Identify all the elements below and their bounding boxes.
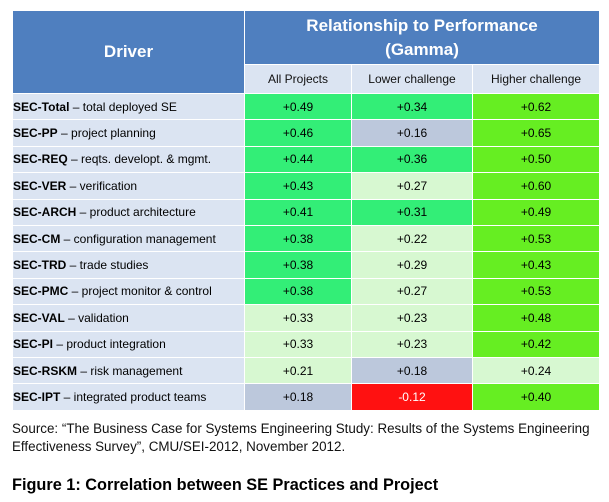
table-row: SEC-PI – product integration +0.33 +0.23 +0… [12, 330, 601, 358]
table-row: SEC-RSKM – risk management +0.21 +0.18 +0.2… [12, 356, 601, 385]
driver-code: SEC-RSKM [13, 363, 78, 378]
table-row: SEC-VAL – validation +0.33 +0.23 +0.48 [12, 304, 601, 332]
gamma-value-all-projects: +0.41 [244, 198, 352, 226]
table-row: SEC-REQ – reqts. developt. & mgmt. +0.44 +… [12, 145, 601, 174]
driver-code: SEC-VAL [13, 310, 65, 325]
table-row: SEC-PP – project planning +0.46 +0.16 +0.65 [12, 119, 601, 147]
gamma-value-all-projects: +0.46 [244, 119, 352, 147]
gamma-value-higher-challenge: +0.50 [471, 145, 601, 174]
gamma-value-higher-challenge: +0.53 [471, 277, 601, 306]
table-row: SEC-TRD – trade studies +0.38 +0.29 +0.43 [12, 251, 601, 279]
driver-cell: SEC-TRD – trade studies [12, 251, 245, 279]
driver-description: – risk management [77, 363, 183, 378]
driver-cell: SEC-REQ – reqts. developt. & mgmt. [12, 145, 245, 174]
gamma-value-higher-challenge: +0.24 [471, 356, 601, 385]
table-body: SEC-Total – total deployed SE +0.49 +0.34 +… [12, 92, 601, 411]
driver-description: – validation [64, 310, 129, 325]
column-header-higher-challenge: Higher challenge [471, 64, 601, 94]
driver-description: – total deployed SE [69, 99, 177, 114]
driver-code: SEC-CM [13, 231, 61, 246]
gamma-value-higher-challenge: +0.60 [471, 172, 601, 200]
table-row: SEC-VER – verification +0.43 +0.27 +0.60 [12, 172, 601, 200]
driver-description: – project planning [57, 126, 156, 141]
gamma-value-lower-challenge: +0.34 [351, 92, 473, 121]
driver-description: – project monitor & control [68, 284, 212, 299]
driver-cell: SEC-RSKM – risk management [12, 356, 245, 385]
gamma-value-all-projects: +0.33 [244, 304, 352, 332]
gamma-value-higher-challenge: +0.49 [471, 198, 601, 226]
gamma-value-all-projects: +0.21 [244, 356, 352, 385]
gamma-value-all-projects: +0.38 [244, 251, 352, 279]
driver-code: SEC-PMC [13, 284, 69, 299]
driver-code: SEC-ARCH [13, 205, 77, 220]
driver-description: – product architecture [76, 205, 196, 220]
gamma-value-higher-challenge: +0.48 [471, 304, 601, 332]
driver-description: – configuration management [60, 231, 216, 246]
table-row: SEC-IPT – integrated product teams +0.18-… [12, 383, 601, 411]
gamma-value-higher-challenge: +0.40 [471, 383, 601, 411]
gamma-value-lower-challenge: +0.18 [351, 356, 473, 385]
relationship-header-title: Relationship to Performance [306, 15, 538, 35]
driver-code: SEC-TRD [13, 258, 67, 273]
gamma-value-lower-challenge: -0.12 [351, 383, 473, 411]
driver-cell: SEC-VER – verification [12, 172, 245, 200]
driver-code: SEC-VER [13, 178, 67, 193]
gamma-value-lower-challenge: +0.23 [351, 304, 473, 332]
driver-cell: SEC-CM – configuration management [12, 224, 245, 253]
table-row: SEC-PMC – project monitor & control +0.38… [12, 277, 601, 306]
driver-code: SEC-PI [13, 337, 54, 352]
gamma-value-lower-challenge: +0.16 [351, 119, 473, 147]
column-header-all-projects: All Projects [244, 64, 352, 94]
gamma-value-lower-challenge: +0.36 [351, 145, 473, 174]
driver-code: SEC-IPT [13, 389, 61, 404]
gamma-value-all-projects: +0.38 [244, 224, 352, 253]
driver-code: SEC-PP [13, 126, 58, 141]
driver-cell: SEC-PMC – project monitor & control [12, 277, 245, 306]
gamma-value-lower-challenge: +0.22 [351, 224, 473, 253]
gamma-value-all-projects: +0.18 [244, 383, 352, 411]
gamma-value-higher-challenge: +0.42 [471, 330, 601, 358]
gamma-value-lower-challenge: +0.27 [351, 277, 473, 306]
table-row: SEC-Total – total deployed SE +0.49 +0.34 +… [12, 92, 601, 121]
driver-cell: SEC-PI – product integration [12, 330, 245, 358]
gamma-value-all-projects: +0.43 [244, 172, 352, 200]
driver-cell: SEC-Total – total deployed SE [12, 92, 245, 121]
driver-description: – product integration [53, 337, 166, 352]
gamma-value-lower-challenge: +0.29 [351, 251, 473, 279]
gamma-value-lower-challenge: +0.31 [351, 198, 473, 226]
gamma-value-higher-challenge: +0.62 [471, 92, 601, 121]
driver-code: SEC-REQ [13, 152, 68, 167]
driver-cell: SEC-IPT – integrated product teams [12, 383, 245, 411]
driver-description: – verification [66, 178, 138, 193]
table-row: SEC-CM – configuration management +0.38 +0… [12, 224, 601, 253]
source-note: Source: “The Business Case for Systems E… [12, 421, 590, 454]
gamma-value-all-projects: +0.44 [244, 145, 352, 174]
driver-cell: SEC-PP – project planning [12, 119, 245, 147]
driver-description: – integrated product teams [60, 389, 207, 404]
gamma-value-all-projects: +0.38 [244, 277, 352, 306]
gamma-value-higher-challenge: +0.65 [471, 119, 601, 147]
driver-description: – trade studies [66, 258, 149, 273]
gamma-value-higher-challenge: +0.53 [471, 224, 601, 253]
gamma-value-all-projects: +0.49 [244, 92, 352, 121]
gamma-table-figure: Driver Relationship to Performance (Gamm… [12, 10, 601, 411]
driver-cell: SEC-ARCH – product architecture [12, 198, 245, 226]
gamma-value-lower-challenge: +0.23 [351, 330, 473, 358]
gamma-value-all-projects: +0.33 [244, 330, 352, 358]
figure-caption: Figure 1: Correlation between SE Practic… [12, 476, 439, 494]
relationship-header-subtitle: (Gamma) [385, 39, 459, 59]
driver-description: – reqts. developt. & mgmt. [67, 152, 212, 167]
table-row: SEC-ARCH – product architecture +0.41 +0.3… [12, 198, 601, 226]
driver-code: SEC-Total [13, 99, 70, 114]
gamma-value-lower-challenge: +0.27 [351, 172, 473, 200]
driver-header: Driver [12, 10, 245, 94]
driver-cell: SEC-VAL – validation [12, 304, 245, 332]
gamma-value-higher-challenge: +0.43 [471, 251, 601, 279]
relationship-header: Relationship to Performance (Gamma) [243, 10, 601, 65]
column-header-lower-challenge: Lower challenge [351, 64, 473, 94]
gamma-table: Driver Relationship to Performance (Gamm… [12, 10, 601, 411]
